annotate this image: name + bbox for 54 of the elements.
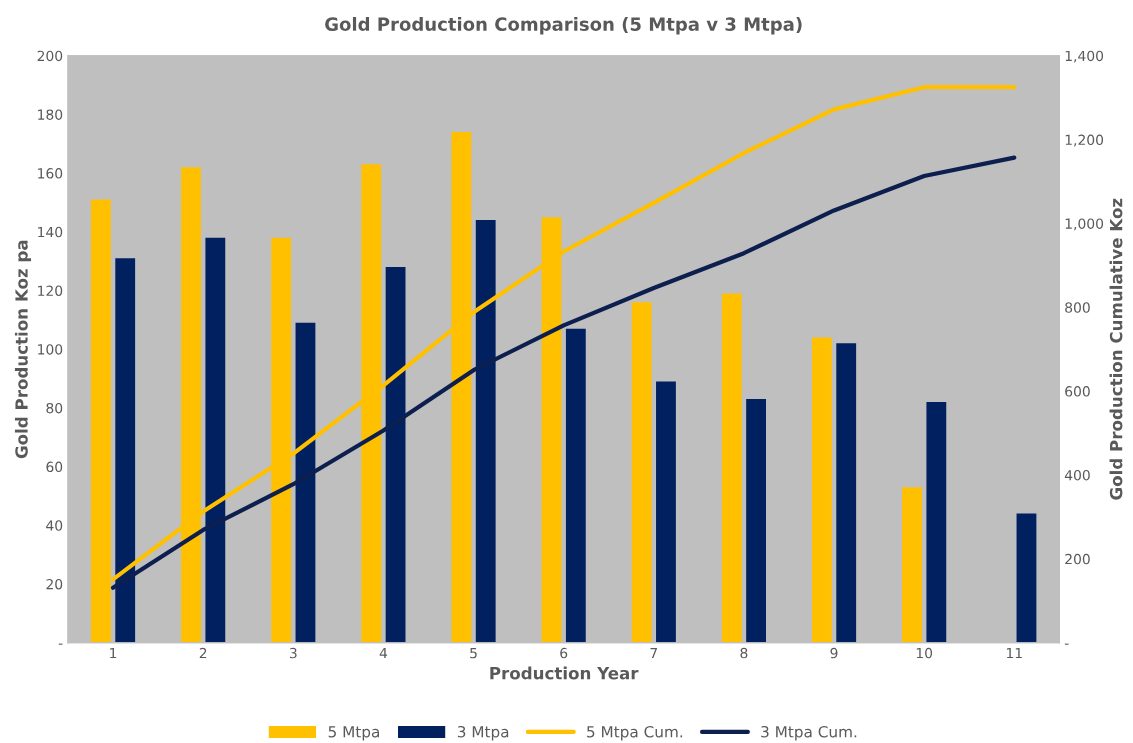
x-tick-label: 3 bbox=[289, 647, 297, 659]
chart-title: Gold Production Comparison (5 Mtpa v 3 Mtpa) bbox=[325, 17, 802, 35]
legend-label: 5 Mtpa bbox=[328, 726, 379, 741]
bar bbox=[836, 343, 857, 643]
y2-tick-label: 200 bbox=[1065, 553, 1090, 565]
y2-tick-label: 600 bbox=[1065, 386, 1090, 397]
y2-tick-label: - bbox=[1064, 643, 1069, 645]
x-tick-label: 11 bbox=[1006, 647, 1022, 659]
bar bbox=[631, 302, 652, 643]
bar bbox=[811, 337, 832, 643]
x-tick-label: 5 bbox=[470, 647, 477, 659]
x-tick-label: 4 bbox=[379, 647, 388, 659]
bar bbox=[721, 293, 742, 643]
bar bbox=[205, 237, 226, 643]
x-tick-label: 6 bbox=[560, 647, 568, 659]
y-tick-label: - bbox=[58, 643, 63, 645]
y-tick-label: 160 bbox=[38, 168, 63, 179]
bar bbox=[1016, 513, 1037, 643]
y-axis-title: Gold Production Koz pa bbox=[14, 240, 32, 459]
x-axis-title: Production Year bbox=[490, 666, 639, 680]
bar bbox=[902, 487, 922, 643]
y2-tick-label: 1,400 bbox=[1065, 50, 1104, 63]
line-series bbox=[110, 155, 1017, 590]
y-tick-label: 20 bbox=[46, 578, 63, 590]
y-tick-label: 80 bbox=[46, 402, 63, 414]
y2-tick-label: 800 bbox=[1065, 302, 1090, 313]
y-tick-label: 60 bbox=[46, 461, 63, 473]
bar bbox=[295, 322, 316, 643]
y-tick-label: 180 bbox=[38, 109, 63, 120]
bar bbox=[115, 258, 136, 643]
x-tick-label: 2 bbox=[199, 647, 207, 659]
bar bbox=[656, 381, 676, 643]
x-tick-label: 10 bbox=[916, 647, 933, 659]
x-tick-label: 7 bbox=[650, 647, 658, 659]
x-tick-label: 8 bbox=[740, 647, 748, 659]
bar bbox=[926, 402, 947, 643]
bar bbox=[385, 267, 406, 643]
bar bbox=[565, 328, 586, 643]
y-tick-label: 200 bbox=[37, 50, 63, 62]
legend-label: 3 Mtpa Cum. bbox=[761, 725, 857, 741]
legend-label: 3 Mtpa bbox=[457, 725, 509, 741]
y2-tick-label: 1,200 bbox=[1065, 134, 1104, 147]
bar bbox=[746, 399, 766, 643]
bar bbox=[475, 220, 496, 643]
y2-tick-label: 1,000 bbox=[1065, 218, 1104, 231]
legend-label: 5 Mtpa Cum. bbox=[587, 725, 683, 741]
y-tick-label: 40 bbox=[46, 520, 63, 531]
x-tick-label: 9 bbox=[830, 647, 838, 659]
x-tick-label: 1 bbox=[110, 647, 117, 659]
y-tick-label: 100 bbox=[38, 344, 63, 355]
y-tick-label: 140 bbox=[38, 226, 63, 238]
y2-axis-title: Gold Production Cumulative Koz bbox=[1109, 198, 1123, 500]
y-tick-label: 120 bbox=[38, 285, 63, 296]
y2-tick-label: 400 bbox=[1064, 469, 1090, 481]
